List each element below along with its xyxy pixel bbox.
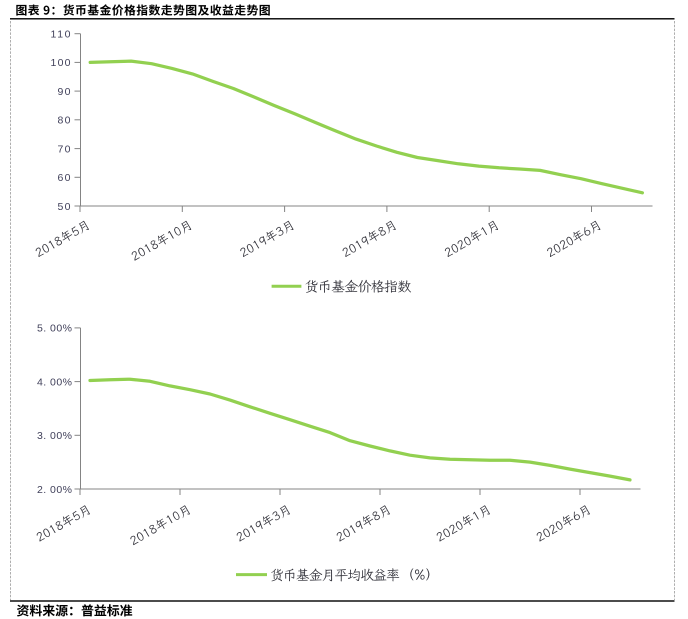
- svg-text:100: 100: [51, 57, 71, 69]
- svg-text:3. 00%: 3. 00%: [37, 430, 72, 442]
- svg-text:60: 60: [58, 172, 71, 184]
- svg-text:70: 70: [58, 143, 71, 155]
- svg-text:4. 00%: 4. 00%: [37, 376, 72, 388]
- svg-text:5. 00%: 5. 00%: [37, 323, 72, 335]
- svg-text:80: 80: [58, 115, 71, 127]
- svg-text:90: 90: [58, 86, 71, 98]
- svg-text:2. 00%: 2. 00%: [37, 484, 72, 496]
- svg-text:50: 50: [58, 201, 71, 213]
- svg-text:110: 110: [51, 29, 71, 41]
